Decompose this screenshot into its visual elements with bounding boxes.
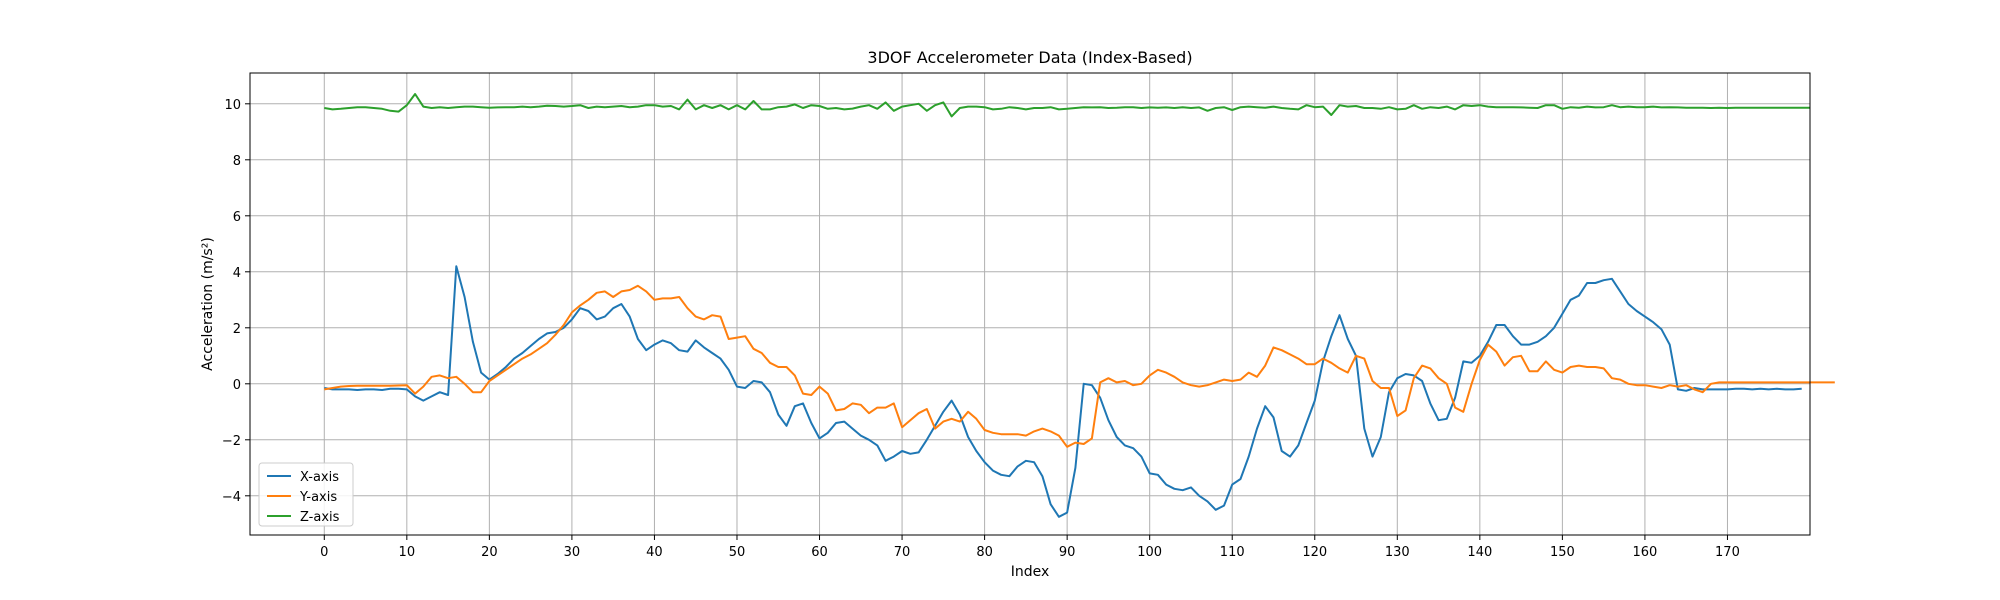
x-tick-label: 100 bbox=[1137, 545, 1162, 560]
plot-frame bbox=[249, 72, 1811, 536]
series-line-z-axis bbox=[324, 93, 1810, 118]
series-line-x-axis bbox=[324, 265, 1802, 518]
x-tick-label: 170 bbox=[1715, 545, 1740, 560]
x-tick-label: 150 bbox=[1550, 545, 1575, 560]
y-tick-label: 0 bbox=[233, 378, 241, 393]
x-tick-label: 50 bbox=[729, 545, 746, 560]
x-tick-label: 70 bbox=[894, 545, 911, 560]
x-axis-label: Index bbox=[1011, 564, 1050, 580]
y-tick-label: 10 bbox=[224, 98, 241, 113]
chart-title: 3DOF Accelerometer Data (Index-Based) bbox=[867, 48, 1192, 67]
legend-box bbox=[258, 462, 354, 527]
series-lines bbox=[324, 93, 1835, 518]
y-tick-label: 4 bbox=[233, 266, 241, 281]
y-tick-label: 2 bbox=[233, 322, 241, 337]
x-tick-label: 10 bbox=[399, 545, 416, 560]
x-tick-label: 20 bbox=[481, 545, 498, 560]
x-tick-label: 110 bbox=[1220, 545, 1245, 560]
x-tick-label: 0 bbox=[320, 545, 328, 560]
x-tick-label: 140 bbox=[1467, 545, 1492, 560]
legend-label: X-axis bbox=[300, 470, 339, 485]
axis-ticks: 0 10 20 30 40 50 60 70 80 90 100 110 120 130 140 150 160… bbox=[222, 98, 1740, 560]
y-tick-label: 6 bbox=[233, 210, 241, 225]
x-tick-label: 160 bbox=[1633, 545, 1658, 560]
y-tick-label: −4 bbox=[222, 490, 241, 505]
x-tick-label: 120 bbox=[1302, 545, 1327, 560]
grid bbox=[250, 73, 1810, 535]
x-tick-label: 90 bbox=[1059, 545, 1076, 560]
x-tick-label: 40 bbox=[646, 545, 663, 560]
legend-label: Y-axis bbox=[299, 490, 337, 505]
x-tick-label: 60 bbox=[811, 545, 828, 560]
y-tick-label: 8 bbox=[233, 154, 241, 169]
legend: X-axis Y-axis Z-axis bbox=[258, 462, 354, 527]
x-tick-label: 30 bbox=[564, 545, 581, 560]
y-tick-label: −2 bbox=[222, 434, 241, 449]
y-axis-label: Acceleration (m/s²) bbox=[200, 237, 216, 371]
legend-label: Z-axis bbox=[300, 510, 340, 525]
x-tick-label: 80 bbox=[976, 545, 993, 560]
x-tick-label: 130 bbox=[1385, 545, 1410, 560]
series-line-y-axis bbox=[324, 284, 1835, 448]
